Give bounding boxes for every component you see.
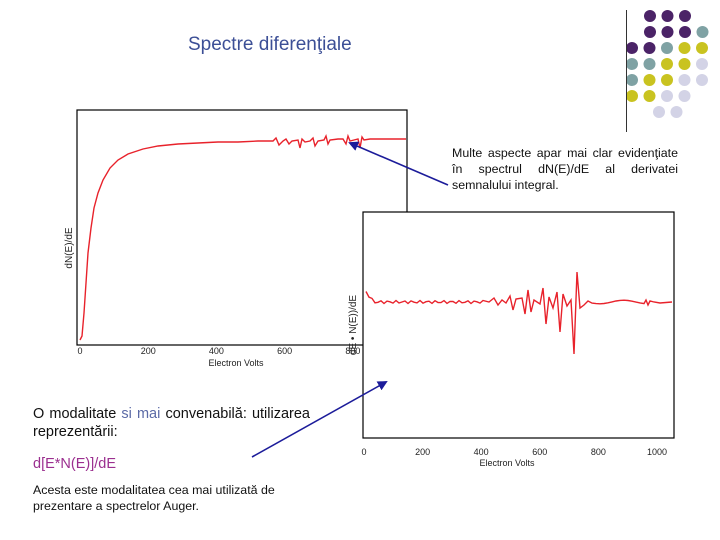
left-text-keyword: si mai xyxy=(121,406,161,422)
decorative-dot xyxy=(678,90,691,102)
x-tick-label: 600 xyxy=(532,447,547,457)
chart1-x-ticks: 0 200 400 600 800 xyxy=(77,346,360,356)
decorative-dot xyxy=(626,74,638,86)
x-tick-label: 0 xyxy=(77,346,82,356)
chart1-spectrum-curve xyxy=(79,133,406,341)
decorative-dot xyxy=(679,10,691,22)
convenient-method-text: O modalitate si mai convenabilă: utiliza… xyxy=(33,405,310,441)
x-tick-label: 200 xyxy=(141,346,156,356)
decorative-dot xyxy=(670,106,683,118)
decorative-dot xyxy=(653,106,665,118)
decorative-dot xyxy=(626,58,638,70)
x-tick-label: 400 xyxy=(474,447,489,457)
slide-title: Spectre diferenţiale xyxy=(188,34,352,55)
x-tick-label: 1000 xyxy=(647,447,667,457)
description-text: Multe aspecte apar mai clar evidenţiate … xyxy=(452,146,678,192)
decorative-dot xyxy=(643,74,656,86)
decorative-dot xyxy=(696,74,708,86)
left-text-part1: O modalitate xyxy=(33,406,117,422)
chart2-x-ticks: 0 200 400 600 800 1000 xyxy=(361,447,667,457)
x-tick-label: 200 xyxy=(415,447,430,457)
chart2-spectrum-curve xyxy=(365,271,673,355)
decorative-dot xyxy=(678,42,691,54)
decorative-dot xyxy=(661,42,673,54)
chart2-plot-frame xyxy=(362,211,675,439)
decorative-dot xyxy=(626,42,638,54)
usage-note: Acesta este modalitatea cea mai utilizat… xyxy=(33,483,275,513)
x-tick-label: 800 xyxy=(591,447,606,457)
decorative-dot xyxy=(661,74,673,86)
decorative-dot-grid xyxy=(626,10,709,118)
decorative-dot xyxy=(678,58,691,70)
decorative-dot xyxy=(661,10,674,22)
decorative-dot xyxy=(644,26,656,38)
chart2-y-axis-label: dE • N(E))/dE xyxy=(348,295,359,356)
x-tick-label: 400 xyxy=(209,346,224,356)
decorative-dot xyxy=(679,26,691,38)
decorative-dot xyxy=(643,42,656,54)
x-tick-label: 800 xyxy=(345,346,360,356)
decorative-dot xyxy=(626,90,638,102)
decorative-dot xyxy=(644,10,656,22)
x-tick-label: 600 xyxy=(277,346,292,356)
decorative-divider-line xyxy=(626,10,627,132)
spectrum-chart-e-times-n: 0 200 400 600 800 1000 Electron Volts dE • N(… xyxy=(348,211,675,468)
chart1-y-axis-label: dN(E)/dE xyxy=(64,227,75,268)
spectrum-chart-dn-de: 0 200 400 600 800 Electron Volts dN(E)/dE xyxy=(64,109,408,368)
decorative-dot xyxy=(678,74,691,86)
decorative-dot xyxy=(661,26,674,38)
derivative-formula: d[E*N(E)]/dE xyxy=(33,456,116,472)
decorative-dot xyxy=(696,58,708,70)
chart2-x-axis-label: Electron Volts xyxy=(479,458,535,468)
decorative-dot xyxy=(661,90,673,102)
decorative-dot xyxy=(643,90,656,102)
chart1-x-axis-label: Electron Volts xyxy=(208,358,264,368)
decorative-dot xyxy=(696,42,708,54)
decorative-dot xyxy=(696,26,709,38)
decorative-dot xyxy=(661,58,673,70)
chart1-plot-frame xyxy=(76,109,408,346)
x-tick-label: 0 xyxy=(361,447,366,457)
decorative-dot xyxy=(643,58,656,70)
